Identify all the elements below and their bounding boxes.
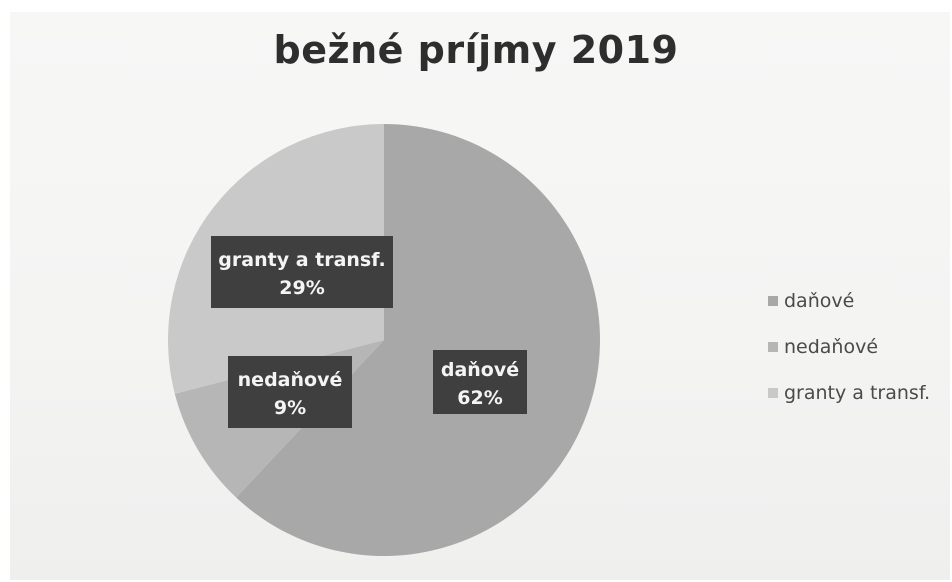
chart-legend: daňové nedaňové granty a transf. bbox=[768, 278, 950, 416]
data-label-value: 29% bbox=[279, 277, 324, 299]
legend-item-granty: granty a transf. bbox=[768, 370, 950, 416]
pie-data-labels: daňové 62% nedaňové 9% granty a transf. 29% bbox=[211, 236, 527, 428]
data-label-box bbox=[211, 236, 393, 308]
data-label-box bbox=[433, 350, 527, 414]
data-label-1: daňové 62% bbox=[433, 350, 527, 414]
data-label-2: nedaňové 9% bbox=[228, 356, 352, 428]
legend-swatch-granty bbox=[768, 388, 778, 398]
legend-item-danove: daňové bbox=[768, 278, 950, 324]
data-label-name: nedaňové bbox=[238, 369, 343, 391]
legend-label-nedanove: nedaňové bbox=[784, 336, 879, 358]
pie-slice-1 bbox=[236, 124, 600, 556]
data-label-box bbox=[228, 356, 352, 428]
chart-title: bežné príjmy 2019 bbox=[273, 28, 679, 72]
data-label-name: granty a transf. bbox=[218, 249, 385, 271]
pie-slices bbox=[168, 124, 600, 556]
data-label-value: 62% bbox=[457, 387, 502, 409]
data-label-3: granty a transf. 29% bbox=[211, 236, 393, 308]
legend-swatch-nedanove bbox=[768, 342, 778, 352]
data-label-name: daňové bbox=[441, 359, 519, 381]
legend-swatch-danove bbox=[768, 296, 778, 306]
legend-item-nedanove: nedaňové bbox=[768, 324, 950, 370]
legend-label-granty: granty a transf. bbox=[784, 382, 931, 404]
legend-label-danove: daňové bbox=[784, 290, 855, 312]
data-label-value: 9% bbox=[274, 397, 306, 419]
